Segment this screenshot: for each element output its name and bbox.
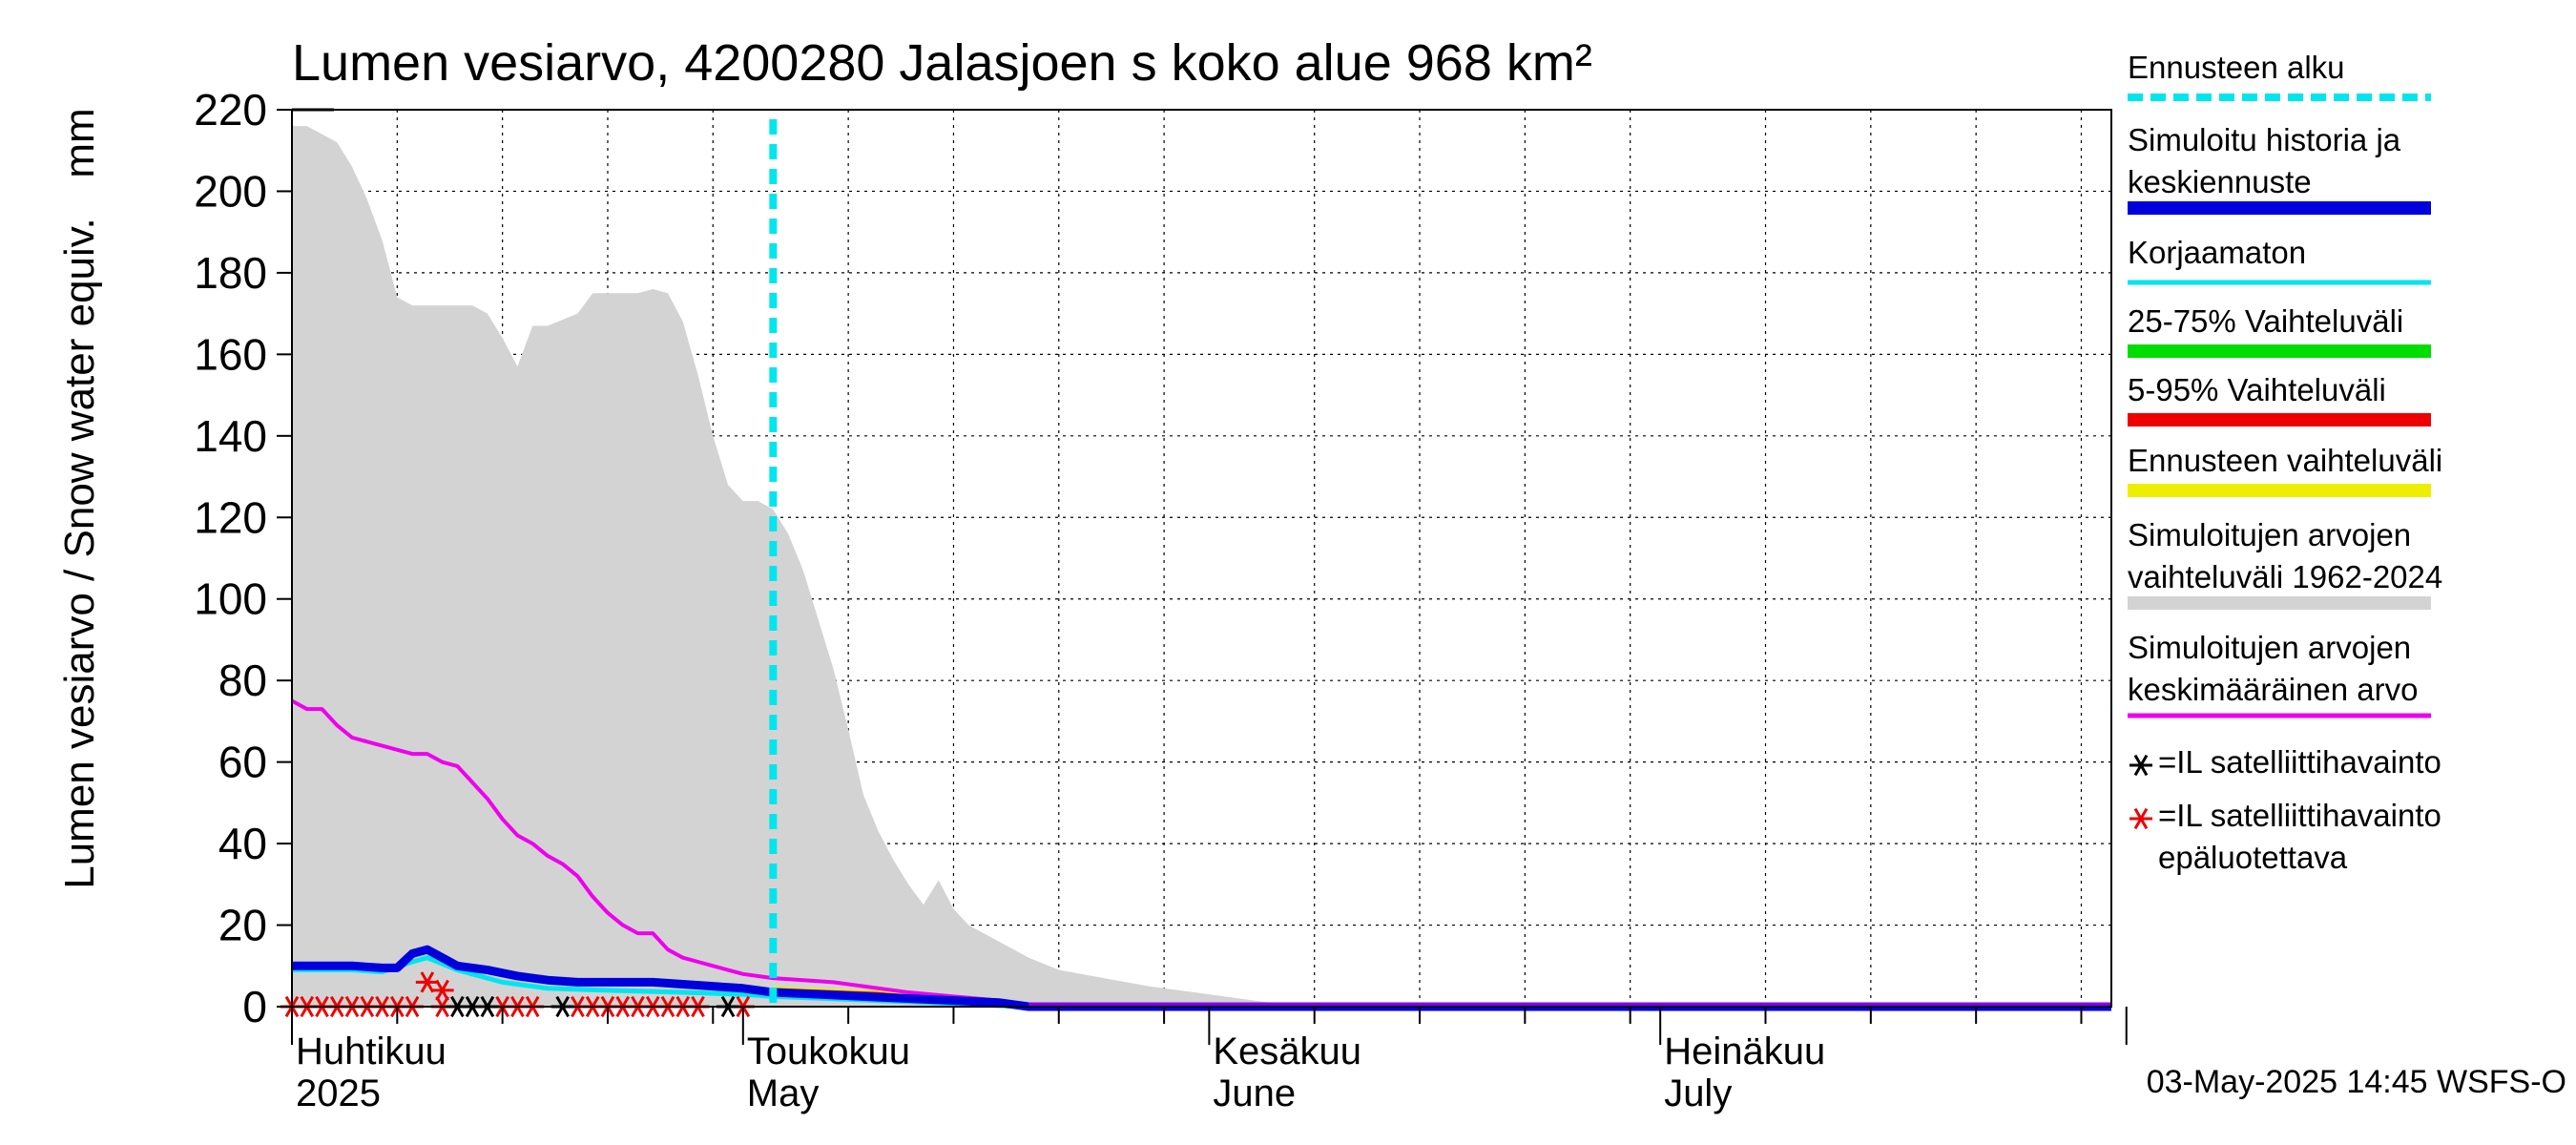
legend-item: Simuloitujen arvojen keskimääräinen arvo <box>2128 630 2431 718</box>
y-tick-label: 60 <box>218 738 267 787</box>
x-month-sublabel: May <box>747 1072 820 1114</box>
legend-item: Ennusteen alku <box>2128 50 2431 101</box>
legend-label: 25-75% Vaihteluväli <box>2128 303 2403 339</box>
satellite-marker-unreliable <box>415 971 439 993</box>
x-month-label: Kesäkuu <box>1213 1030 1361 1072</box>
y-tick-label: 80 <box>218 656 267 705</box>
y-tick-label: 100 <box>194 574 267 624</box>
series-line <box>292 945 2111 1011</box>
legend-label: Ennusteen alku <box>2128 50 2345 85</box>
y-tick-label: 140 <box>194 411 267 461</box>
range-1962-2024-area <box>292 126 1330 1007</box>
x-month-sublabel: July <box>1664 1072 1732 1114</box>
y-tick-label: 120 <box>194 492 267 542</box>
y-tick-label: 200 <box>194 166 267 216</box>
legend-label: =IL satelliittihavainto <box>2158 798 2441 833</box>
legend-label: keskiennuste <box>2128 164 2312 199</box>
legend-label: Simuloitu historia ja <box>2128 122 2401 157</box>
y-tick-label: 0 <box>242 982 267 1031</box>
legend-label: epäluotettava <box>2158 840 2348 875</box>
legend-item: 5-95% Vaihteluväli <box>2128 372 2431 427</box>
chart-title: Lumen vesiarvo, 4200280 Jalasjoen s koko… <box>292 34 1592 92</box>
x-month-label: Huhtikuu <box>296 1030 447 1072</box>
legend-label: 5-95% Vaihteluväli <box>2128 372 2386 407</box>
y-tick-label: 160 <box>194 329 267 379</box>
historical-range-area <box>292 126 1330 1007</box>
legend-item: Korjaamaton <box>2128 235 2431 285</box>
legend-item: 25-75% Vaihteluväli <box>2128 303 2431 358</box>
y-tick-label: 220 <box>194 85 267 135</box>
legend-label: vaihteluväli 1962-2024 <box>2128 559 2442 594</box>
x-month-sublabel: June <box>1213 1072 1296 1114</box>
legend-label: Simuloitujen arvojen <box>2128 517 2411 552</box>
legend-item: Simuloitu historia ja keskiennuste <box>2128 122 2431 215</box>
y-tick-label: 180 <box>194 248 267 298</box>
satellite-marker-unreliable <box>430 979 454 1002</box>
legend-item: Ennusteen vaihteluväli <box>2128 443 2442 497</box>
legend-label: Simuloitujen arvojen <box>2128 630 2411 665</box>
series-line <box>291 698 2111 1009</box>
y-tick-label: 20 <box>218 901 267 950</box>
y-axis-label: Lumen vesiarvo / Snow water equiv. <box>56 218 103 889</box>
legend-label: Korjaamaton <box>2128 235 2306 270</box>
x-month-label: Toukokuu <box>747 1030 910 1072</box>
legend-item: =IL satelliittihavainto <box>2129 744 2441 780</box>
legend-marker-icon <box>2129 754 2152 777</box>
y-axis-unit: mm <box>56 108 103 177</box>
legend-item: Simuloitujen arvojen vaihteluväli 1962-20… <box>2128 517 2442 610</box>
legend-label: keskimääräinen arvo <box>2128 672 2418 707</box>
y-tick-label: 40 <box>218 819 267 868</box>
plot-frame <box>291 109 2112 1008</box>
legend: Ennusteen alku Simuloitu historia ja keski… <box>2128 50 2442 875</box>
legend-item: =IL satelliittihavainto epäluotettava <box>2129 798 2441 875</box>
x-month-label: Heinäkuu <box>1664 1030 1825 1072</box>
legend-marker-icon <box>2129 807 2152 830</box>
x-month-sublabel: 2025 <box>296 1072 381 1114</box>
legend-label: =IL satelliittihavainto <box>2158 744 2441 780</box>
y-axis: 0 20 40 60 80 100 120 140 160 180 200 220 <box>194 85 334 1031</box>
legend-label: Ennusteen vaihteluväli <box>2128 443 2442 478</box>
series-lines <box>291 698 2111 1011</box>
footer-timestamp: 03-May-2025 14:45 WSFS-O <box>2147 1064 2566 1100</box>
